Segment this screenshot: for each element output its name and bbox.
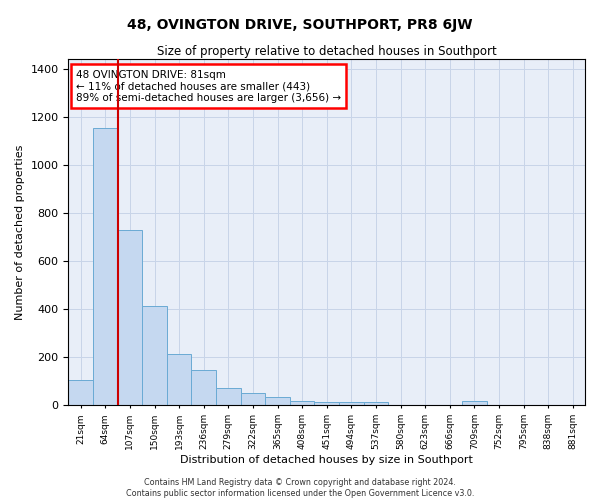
Bar [68,380,93,406]
Bar [142,306,167,406]
Text: Contains HM Land Registry data © Crown copyright and database right 2024.
Contai: Contains HM Land Registry data © Crown c… [126,478,474,498]
X-axis label: Distribution of detached houses by size in Southport: Distribution of detached houses by size … [180,455,473,465]
Bar [241,394,265,406]
Text: 48 OVINGTON DRIVE: 81sqm
← 11% of detached houses are smaller (443)
89% of semi-: 48 OVINGTON DRIVE: 81sqm ← 11% of detach… [76,70,341,103]
Y-axis label: Number of detached properties: Number of detached properties [15,144,25,320]
Bar [265,398,290,406]
Bar [216,388,241,406]
Bar [314,402,339,406]
Bar [364,402,388,406]
Bar [290,400,314,406]
Title: Size of property relative to detached houses in Southport: Size of property relative to detached ho… [157,45,497,58]
Bar [462,401,487,406]
Bar [93,128,118,406]
Bar [191,370,216,406]
Bar [339,402,364,406]
Bar [118,230,142,406]
Bar [167,354,191,406]
Text: 48, OVINGTON DRIVE, SOUTHPORT, PR8 6JW: 48, OVINGTON DRIVE, SOUTHPORT, PR8 6JW [127,18,473,32]
